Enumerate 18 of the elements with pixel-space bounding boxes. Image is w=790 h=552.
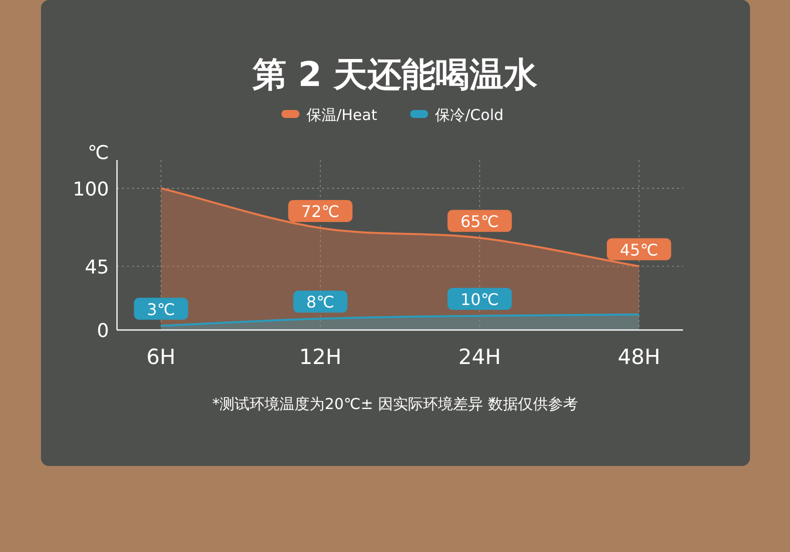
data-label: 8℃	[306, 292, 334, 312]
chart-title: 第 2 天还能喝温水	[251, 55, 538, 95]
x-tick-label: 6H	[146, 345, 176, 369]
data-label: 3℃	[146, 300, 176, 319]
data-label: 65℃	[460, 212, 499, 231]
x-tick-label: 24H	[458, 345, 501, 369]
y-tick-label: 0	[96, 320, 109, 342]
legend-label: 保温/Heat	[306, 106, 378, 124]
data-label: 72℃	[301, 202, 340, 221]
x-tick-label: 12H	[299, 345, 342, 369]
text: *测试环境温度为20℃± 因实际环境差异 数据仅供参考	[212, 395, 578, 413]
y-tick-label: 100	[72, 178, 109, 200]
y-tick-label: 45	[84, 256, 109, 278]
legend-label: 保冷/Cold	[435, 106, 504, 124]
y-axis-title: ℃	[88, 142, 109, 164]
x-tick-label: 48H	[618, 345, 660, 369]
data-label: 45℃	[620, 240, 658, 260]
data-label: 10℃	[460, 290, 499, 309]
